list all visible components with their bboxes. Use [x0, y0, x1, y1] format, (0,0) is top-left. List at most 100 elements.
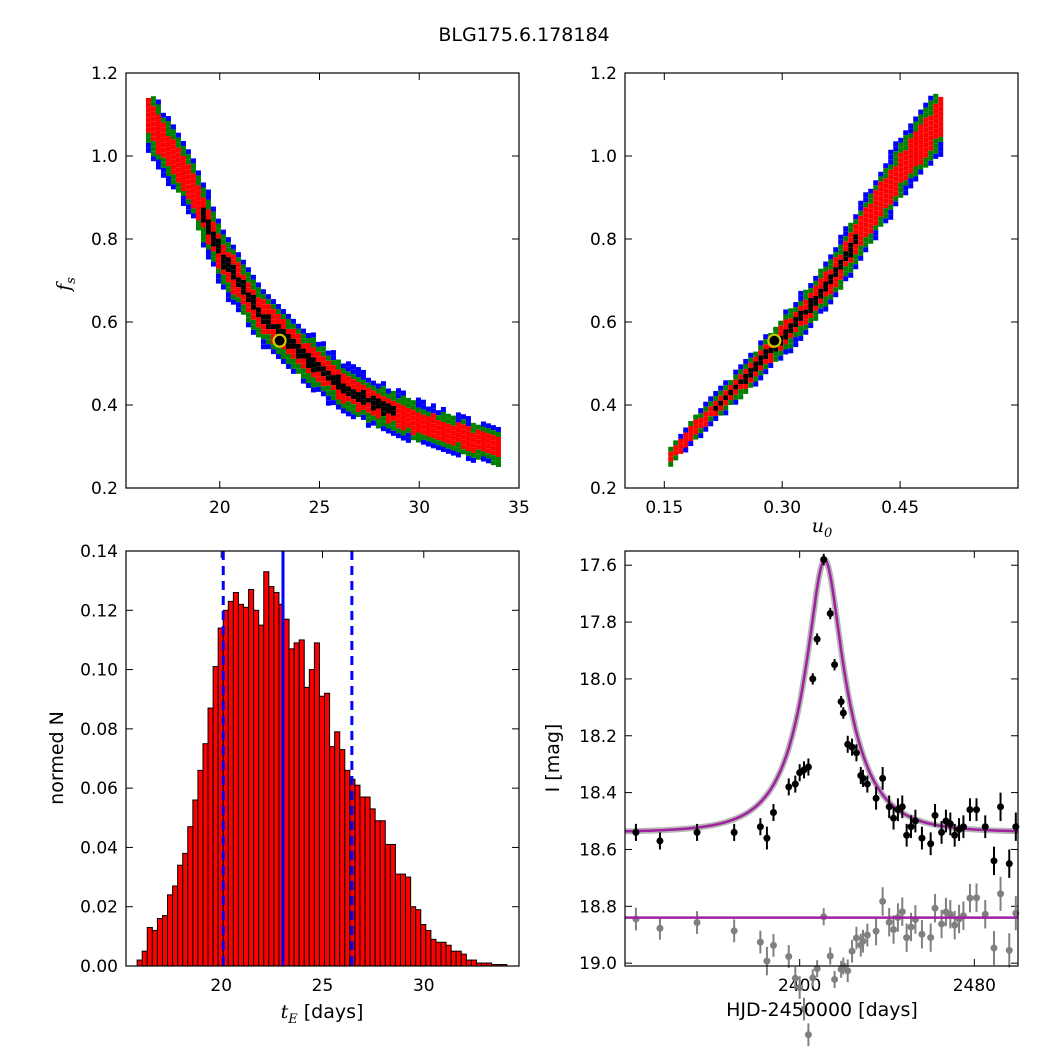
confidence-cell: [783, 314, 789, 320]
confidence-cell: [355, 402, 361, 408]
confidence-cell: [220, 279, 226, 285]
confidence-cell: [180, 170, 186, 176]
confidence-cell: [888, 194, 894, 200]
confidence-cell: [863, 197, 869, 203]
confidence-cell: [225, 287, 231, 293]
y-tick-label: 18.8: [579, 897, 617, 917]
confidence-cell: [405, 412, 411, 418]
confidence-cell: [160, 112, 166, 118]
confidence-cell: [400, 420, 406, 426]
confidence-cell: [235, 257, 241, 263]
confidence-cell: [425, 431, 431, 437]
confidence-cell: [913, 116, 919, 122]
residual-point: [800, 1005, 808, 1013]
confidence-cell: [743, 368, 749, 374]
confidence-cell: [415, 412, 421, 418]
confidence-cell: [260, 309, 266, 315]
confidence-cell: [733, 374, 739, 380]
confidence-cell: [738, 374, 744, 380]
u0-axis-label: u0: [812, 515, 833, 541]
confidence-cell: [205, 254, 211, 260]
data-point: [951, 831, 959, 839]
confidence-cell: [185, 209, 191, 215]
confidence-cell: [693, 434, 699, 440]
confidence-cell: [888, 164, 894, 170]
confidence-cell: [200, 227, 206, 233]
confidence-cell: [445, 433, 451, 439]
residual-point: [890, 926, 898, 934]
confidence-cell: [215, 253, 221, 259]
residual-point: [848, 947, 856, 955]
confidence-cell: [355, 407, 361, 413]
confidence-cell: [873, 225, 879, 231]
confidence-cell: [150, 156, 156, 162]
confidence-cell: [230, 254, 236, 260]
confidence-cell: [365, 407, 371, 413]
confidence-cell: [235, 267, 241, 273]
confidence-cell: [495, 426, 501, 432]
confidence-cell: [355, 387, 361, 393]
confidence-cell: [325, 385, 331, 391]
residual-point: [863, 931, 871, 939]
confidence-cell: [320, 371, 326, 377]
confidence-cell: [933, 133, 939, 139]
confidence-cell: [828, 294, 834, 300]
confidence-cell: [923, 132, 929, 138]
best-fit-marker: [767, 333, 782, 348]
confidence-cell: [400, 415, 406, 421]
confidence-cell: [295, 343, 301, 349]
confidence-cell: [160, 157, 166, 163]
confidence-cell: [225, 262, 231, 268]
confidence-cell: [858, 245, 864, 251]
confidence-cell: [833, 262, 839, 268]
confidence-cell: [250, 299, 256, 305]
confidence-cell: [275, 349, 281, 355]
histogram-bar: [268, 586, 275, 967]
confidence-cell: [390, 410, 396, 416]
histogram-bar: [435, 941, 442, 967]
data-point: [959, 823, 967, 831]
confidence-cell: [430, 413, 436, 419]
confidence-cell: [753, 376, 759, 382]
confidence-cell: [913, 121, 919, 127]
confidence-cell: [843, 241, 849, 247]
confidence-cell: [673, 450, 679, 456]
confidence-cell: [495, 436, 501, 442]
residual-point: [907, 923, 915, 931]
confidence-cell: [365, 392, 371, 398]
confidence-cell: [205, 249, 211, 255]
confidence-cell: [150, 151, 156, 157]
confidence-cell: [395, 423, 401, 429]
confidence-cell: [863, 242, 869, 248]
confidence-cell: [738, 369, 744, 375]
confidence-cell: [180, 165, 186, 171]
confidence-cell: [430, 418, 436, 424]
u0-label-main: u: [812, 515, 824, 537]
confidence-cell: [828, 274, 834, 280]
confidence-cell: [435, 425, 441, 431]
confidence-cell: [265, 319, 271, 325]
confidence-cell: [723, 385, 729, 391]
confidence-cell: [155, 109, 161, 115]
confidence-cell: [485, 423, 491, 429]
y-tick-label: 19.0: [579, 954, 617, 974]
confidence-cell: [330, 400, 336, 406]
confidence-cell: [485, 433, 491, 439]
confidence-cell: [868, 228, 874, 234]
confidence-cell: [285, 353, 291, 359]
confidence-cell: [155, 144, 161, 150]
histogram-bar: [273, 592, 280, 967]
data-point: [981, 823, 989, 831]
confidence-cell: [380, 396, 386, 402]
confidence-cell: [150, 96, 156, 102]
confidence-cell: [195, 190, 201, 196]
confidence-cell: [793, 332, 799, 338]
confidence-cell: [495, 441, 501, 447]
confidence-cell: [693, 429, 699, 435]
confidence-cell: [265, 329, 271, 335]
confidence-cell: [185, 149, 191, 155]
confidence-cell: [255, 297, 261, 303]
confidence-cell: [455, 437, 461, 443]
confidence-cell: [160, 167, 166, 173]
confidence-cell: [195, 185, 201, 191]
